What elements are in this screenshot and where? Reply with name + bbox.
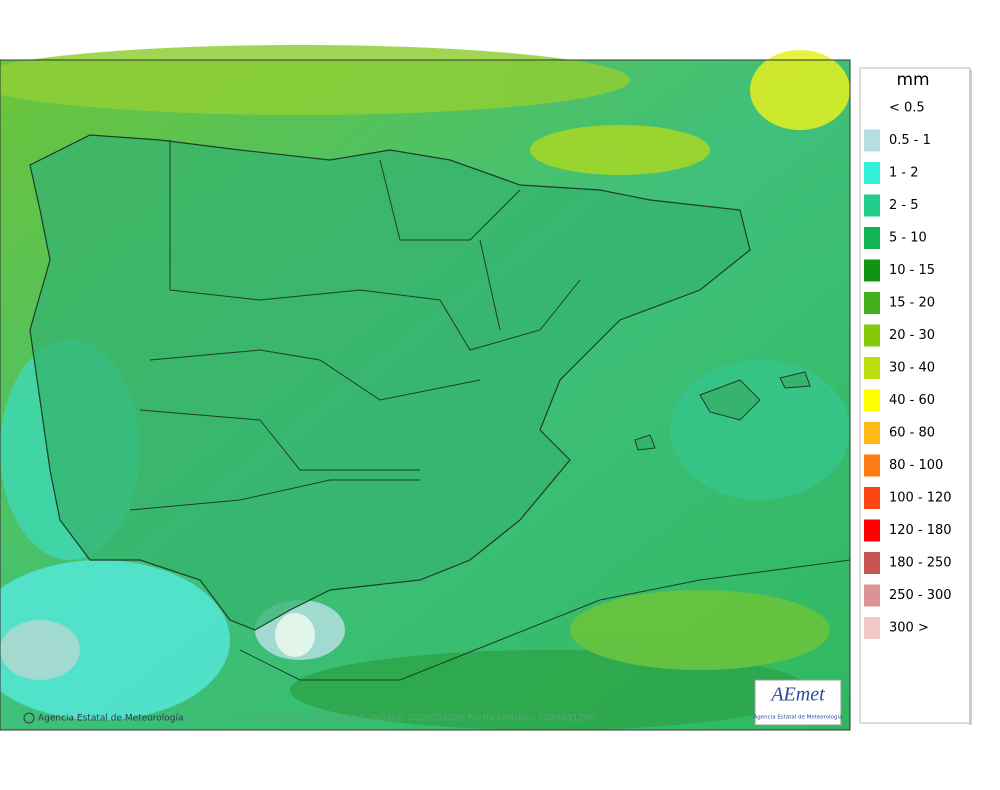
logo-box: [754, 679, 842, 726]
legend-label: 100 - 120: [889, 491, 952, 506]
legend-label: 10 - 15: [889, 263, 935, 278]
legend-entries: < 0.5 0.5 - 1 1 - 2 2 - 5 5 - 10 10 - 15 15 - …: [864, 97, 952, 639]
legend-swatch: [864, 584, 880, 607]
balearic: [634, 371, 811, 451]
legend-swatch: [864, 389, 880, 412]
legend-label: 80 - 100: [889, 458, 943, 473]
legend-title: mm: [896, 70, 929, 90]
legend-swatch: [864, 357, 880, 379]
legend-label: < 0.5: [889, 101, 925, 116]
legend-swatch: [864, 129, 880, 152]
copyright-icon: [23, 712, 35, 724]
legend-swatch: [864, 162, 880, 184]
legend-label: 5 - 10: [889, 231, 927, 246]
legend-swatch: [864, 324, 880, 347]
legend-swatch: [864, 454, 880, 477]
legend-label: 1 - 2: [889, 166, 919, 181]
legend-label: 0.5 - 1: [889, 133, 931, 148]
legend-label: 250 - 300: [889, 588, 952, 603]
legend-label: 120 - 180: [889, 523, 952, 538]
legend-label: 2 - 5: [889, 198, 919, 213]
logo-subtitle: Agencia Estatal de Meteorología: [754, 714, 843, 721]
copyright: Agencia Estatal de Meteorología: [38, 714, 184, 724]
legend-swatch: [864, 519, 880, 542]
africa-coast: [239, 559, 851, 681]
legend-swatch: [864, 617, 880, 639]
legend-label: 20 - 30: [889, 328, 935, 343]
legend-label: 30 - 40: [889, 361, 935, 376]
legend-label: 180 - 250: [889, 556, 952, 571]
legend-label: 300 >: [889, 621, 929, 636]
legend-swatch: [864, 552, 880, 574]
logo-name: AEmet: [769, 684, 825, 706]
iberia-land: [29, 134, 751, 631]
legend-shadow: [969, 70, 972, 725]
map-frame: [0, 59, 851, 731]
legend-swatch: [864, 194, 880, 217]
map-caption: Precipitación en 24h máxima. Validez: 20…: [233, 713, 596, 724]
legend-label: 40 - 60: [889, 393, 935, 408]
legend-swatch: [864, 422, 880, 444]
legend-swatch: [864, 259, 880, 282]
legend-swatch: [864, 487, 880, 509]
legend-swatch: [864, 227, 880, 249]
legend-label: 60 - 80: [889, 426, 935, 441]
legend-swatch: [864, 97, 880, 119]
legend-swatch: [864, 292, 880, 314]
regions: [129, 140, 581, 511]
legend-label: 15 - 20: [889, 296, 935, 311]
